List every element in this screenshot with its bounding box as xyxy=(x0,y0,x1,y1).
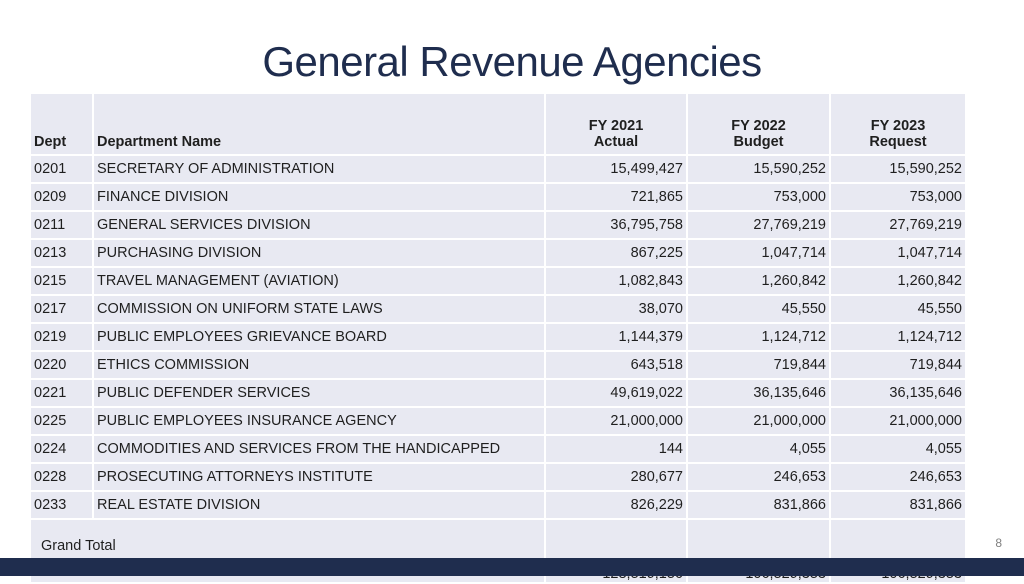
cell-dept: 0201 xyxy=(31,156,94,184)
cell-fy2021: 643,518 xyxy=(546,352,688,380)
cell-fy2021: 15,499,427 xyxy=(546,156,688,184)
cell-fy2023: 719,844 xyxy=(831,352,965,380)
cell-fy2023: 15,590,252 xyxy=(831,156,965,184)
cell-fy2023: 246,653 xyxy=(831,464,965,492)
header-fy2021-year: FY 2021 xyxy=(588,118,644,134)
cell-dept: 0221 xyxy=(31,380,94,408)
table-row: 0228 PROSECUTING ATTORNEYS INSTITUTE 280… xyxy=(31,464,965,492)
page-number: 8 xyxy=(995,536,1002,550)
cell-department-name: ETHICS COMMISSION xyxy=(94,352,546,380)
cell-fy2021: 867,225 xyxy=(546,240,688,268)
table-row: 0201 SECRETARY OF ADMINISTRATION 15,499,… xyxy=(31,156,965,184)
cell-dept: 0215 xyxy=(31,268,94,296)
cell-department-name: PROSECUTING ATTORNEYS INSTITUTE xyxy=(94,464,546,492)
table-header-row: Dept Department Name FY 2021 Actual FY 2… xyxy=(31,94,965,156)
table-row: 0213 PURCHASING DIVISION 867,225 1,047,7… xyxy=(31,240,965,268)
cell-fy2022: 246,653 xyxy=(688,464,831,492)
cell-department-name: PUBLIC DEFENDER SERVICES xyxy=(94,380,546,408)
cell-department-name: PUBLIC EMPLOYEES GRIEVANCE BOARD xyxy=(94,324,546,352)
cell-fy2023: 1,260,842 xyxy=(831,268,965,296)
cell-fy2022: 1,124,712 xyxy=(688,324,831,352)
cell-fy2022: 27,769,219 xyxy=(688,212,831,240)
cell-fy2021: 21,000,000 xyxy=(546,408,688,436)
cell-fy2023: 27,769,219 xyxy=(831,212,965,240)
cell-department-name: TRAVEL MANAGEMENT (AVIATION) xyxy=(94,268,546,296)
table-row: 0221 PUBLIC DEFENDER SERVICES 49,619,022… xyxy=(31,380,965,408)
cell-fy2022: 1,047,714 xyxy=(688,240,831,268)
header-fy2023: FY 2023 Request xyxy=(831,94,965,156)
header-fy2023-type: Request xyxy=(869,134,927,150)
header-fy2022-type: Budget xyxy=(733,134,784,150)
cell-fy2023: 1,047,714 xyxy=(831,240,965,268)
cell-fy2021: 280,677 xyxy=(546,464,688,492)
cell-fy2021: 36,795,758 xyxy=(546,212,688,240)
cell-department-name: PURCHASING DIVISION xyxy=(94,240,546,268)
cell-fy2021: 38,070 xyxy=(546,296,688,324)
cell-fy2023: 36,135,646 xyxy=(831,380,965,408)
cell-dept: 0211 xyxy=(31,212,94,240)
cell-fy2021: 144 xyxy=(546,436,688,464)
header-fy2022-year: FY 2022 xyxy=(731,118,786,134)
cell-department-name: SECRETARY OF ADMINISTRATION xyxy=(94,156,546,184)
cell-fy2021: 49,619,022 xyxy=(546,380,688,408)
cell-fy2022: 36,135,646 xyxy=(688,380,831,408)
table-row: 0233 REAL ESTATE DIVISION 826,229 831,86… xyxy=(31,492,965,520)
table-row: 0225 PUBLIC EMPLOYEES INSURANCE AGENCY 2… xyxy=(31,408,965,436)
table-row: 0215 TRAVEL MANAGEMENT (AVIATION) 1,082,… xyxy=(31,268,965,296)
cell-department-name: COMMISSION ON UNIFORM STATE LAWS xyxy=(94,296,546,324)
header-fy2022: FY 2022 Budget xyxy=(688,94,831,156)
cell-fy2022: 719,844 xyxy=(688,352,831,380)
header-dept: Dept xyxy=(31,94,94,156)
cell-fy2023: 753,000 xyxy=(831,184,965,212)
table-row: 0224 COMMODITIES AND SERVICES FROM THE H… xyxy=(31,436,965,464)
table-row: 0219 PUBLIC EMPLOYEES GRIEVANCE BOARD 1,… xyxy=(31,324,965,352)
cell-department-name: REAL ESTATE DIVISION xyxy=(94,492,546,520)
cell-fy2023: 1,124,712 xyxy=(831,324,965,352)
cell-fy2022: 15,590,252 xyxy=(688,156,831,184)
header-fy2021: FY 2021 Actual xyxy=(546,94,688,156)
table-row: 0209 FINANCE DIVISION 721,865 753,000 75… xyxy=(31,184,965,212)
cell-dept: 0224 xyxy=(31,436,94,464)
cell-fy2021: 826,229 xyxy=(546,492,688,520)
cell-dept: 0209 xyxy=(31,184,94,212)
cell-fy2022: 753,000 xyxy=(688,184,831,212)
cell-fy2023: 45,550 xyxy=(831,296,965,324)
header-fy2023-year: FY 2023 xyxy=(870,118,926,134)
footer-bar xyxy=(0,558,1024,576)
header-fy2021-type: Actual xyxy=(593,134,639,150)
cell-fy2021: 1,082,843 xyxy=(546,268,688,296)
cell-fy2022: 21,000,000 xyxy=(688,408,831,436)
page-title: General Revenue Agencies xyxy=(262,38,762,85)
table-body: 0201 SECRETARY OF ADMINISTRATION 15,499,… xyxy=(31,156,965,584)
cell-fy2023: 4,055 xyxy=(831,436,965,464)
cell-dept: 0225 xyxy=(31,408,94,436)
cell-fy2022: 45,550 xyxy=(688,296,831,324)
cell-fy2023: 21,000,000 xyxy=(831,408,965,436)
table-row: 0220 ETHICS COMMISSION 643,518 719,844 7… xyxy=(31,352,965,380)
cell-department-name: GENERAL SERVICES DIVISION xyxy=(94,212,546,240)
cell-department-name: PUBLIC EMPLOYEES INSURANCE AGENCY xyxy=(94,408,546,436)
cell-dept: 0220 xyxy=(31,352,94,380)
table-row: 0211 GENERAL SERVICES DIVISION 36,795,75… xyxy=(31,212,965,240)
cell-fy2022: 4,055 xyxy=(688,436,831,464)
table-row: 0217 COMMISSION ON UNIFORM STATE LAWS 38… xyxy=(31,296,965,324)
cell-fy2022: 1,260,842 xyxy=(688,268,831,296)
revenue-table: Dept Department Name FY 2021 Actual FY 2… xyxy=(31,94,965,584)
cell-fy2022: 831,866 xyxy=(688,492,831,520)
cell-dept: 0228 xyxy=(31,464,94,492)
cell-fy2021: 721,865 xyxy=(546,184,688,212)
cell-department-name: COMMODITIES AND SERVICES FROM THE HANDIC… xyxy=(94,436,546,464)
cell-dept: 0233 xyxy=(31,492,94,520)
cell-department-name: FINANCE DIVISION xyxy=(94,184,546,212)
header-department-name: Department Name xyxy=(94,94,546,156)
cell-fy2023: 831,866 xyxy=(831,492,965,520)
cell-dept: 0217 xyxy=(31,296,94,324)
revenue-table-container: Dept Department Name FY 2021 Actual FY 2… xyxy=(31,94,965,584)
cell-dept: 0213 xyxy=(31,240,94,268)
cell-dept: 0219 xyxy=(31,324,94,352)
cell-fy2021: 1,144,379 xyxy=(546,324,688,352)
